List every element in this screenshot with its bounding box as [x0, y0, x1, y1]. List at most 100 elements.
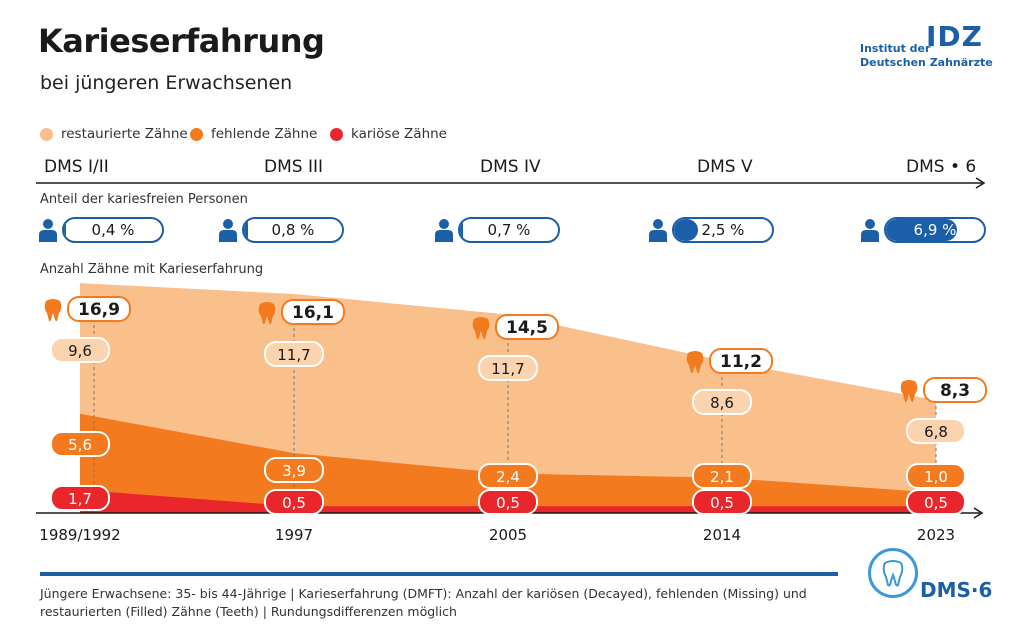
tooth-icon: [472, 317, 490, 340]
tooth-logo-icon: [868, 548, 918, 598]
value-pill-decayed: [264, 489, 324, 515]
value-label-decayed: 0,5: [924, 494, 948, 512]
value-pill-decayed: [50, 485, 110, 511]
value-label-missing: 2,1: [710, 468, 734, 486]
legend-item-restored: restaurierte Zähne: [40, 126, 188, 142]
legend-item-decayed: kariöse Zähne: [330, 126, 447, 142]
total-value-label: 8,3: [940, 381, 970, 401]
value-label-restored: 8,6: [710, 394, 734, 412]
value-label-missing: 2,4: [496, 468, 520, 486]
tooth-icon: [258, 302, 276, 325]
legend-label-decayed: kariöse Zähne: [351, 126, 447, 142]
value-label-restored: 11,7: [491, 360, 524, 378]
tooth-icon: [900, 380, 918, 403]
cariesfree-item-5: 6,9 %: [860, 217, 986, 243]
tooth-icon: [44, 299, 62, 322]
cariesfree-value: 6,9 %: [913, 221, 957, 239]
legend-item-missing: fehlende Zähne: [190, 126, 317, 142]
cariesfree-value: 2,5 %: [701, 221, 745, 239]
study-label-5: DMS • 6: [906, 157, 977, 177]
caries-area-chart: 16,9 16,1 14,5 11,2 8,3 9,6 11,7 11,7 8,6 6,8 5,6 3…: [36, 283, 987, 544]
legend-dot-restored: [40, 127, 53, 141]
value-label-missing: 5,6: [68, 436, 92, 454]
x-tick-label: 2023: [917, 526, 955, 544]
person-icon: [39, 219, 57, 242]
legend-label-missing: fehlende Zähne: [211, 126, 318, 142]
value-label-restored: 6,8: [924, 423, 948, 441]
x-tick-label: 2005: [489, 526, 527, 544]
page-subtitle: bei jüngeren Erwachsenen: [40, 72, 293, 94]
value-pill-missing: [264, 457, 324, 483]
page-title: Karieserfahrung: [38, 22, 325, 60]
value-label-decayed: 1,7: [68, 490, 92, 508]
person-icon: [649, 219, 667, 242]
person-icon: [219, 219, 237, 242]
cariesfree-item-4: 2,5 %: [648, 217, 774, 243]
total-pill: [495, 314, 559, 340]
person-icon: [861, 219, 879, 242]
cariesfree-value: 0,7 %: [487, 221, 531, 239]
study-label-2: DMS III: [264, 157, 323, 177]
tooth-icon: [686, 351, 704, 374]
value-label-missing: 1,0: [924, 468, 948, 486]
total-value-label: 16,9: [78, 300, 120, 320]
value-pill-restored: [906, 418, 966, 444]
total-pill: [281, 299, 345, 325]
study-timeline-arrow: [36, 177, 986, 189]
total-value-label: 11,2: [720, 352, 762, 372]
x-tick-label: 1989/1992: [39, 526, 120, 544]
teeth-section-label: Anzahl Zähne mit Karieserfahrung: [40, 262, 264, 277]
cariesfree-pill: 0,7 %: [458, 217, 560, 243]
value-pill-restored: [692, 389, 752, 415]
cariesfree-item-2: 0,8 %: [218, 217, 344, 243]
value-pill-decayed: [692, 489, 752, 515]
legend-label-restored: restaurierte Zähne: [61, 126, 188, 142]
value-pill-restored: [50, 337, 110, 363]
value-label-missing: 3,9: [282, 462, 306, 480]
person-icon: [435, 219, 453, 242]
legend-dot-decayed: [330, 127, 343, 141]
value-pill-missing: [50, 431, 110, 457]
study-label-3: DMS IV: [480, 157, 541, 177]
footer-note: Jüngere Erwachsene: 35- bis 44-Jährige |…: [40, 586, 807, 619]
value-pill-decayed: [478, 489, 538, 515]
total-value-label: 16,1: [292, 303, 334, 323]
value-pill-restored: [478, 355, 538, 381]
cariesfree-pill: 6,9 %: [884, 217, 986, 243]
x-axis-arrow: [973, 507, 984, 519]
value-label-decayed: 0,5: [710, 494, 734, 512]
cariesfree-pill: 2,5 %: [672, 217, 774, 243]
study-label-4: DMS V: [697, 157, 753, 177]
x-tick-label: 1997: [275, 526, 313, 544]
dms6-logo-text: DMS·6: [920, 578, 993, 602]
total-pill: [709, 348, 773, 374]
footer-rule: [40, 572, 838, 576]
cariesfree-item-3: 0,7 %: [434, 217, 560, 243]
total-value-label: 14,5: [506, 318, 548, 338]
x-tick-label: 2014: [703, 526, 741, 544]
cariesfree-pill: 0,4 %: [62, 217, 164, 243]
cariesfree-pill: 0,8 %: [242, 217, 344, 243]
cariesfree-value: 0,8 %: [271, 221, 315, 239]
value-label-restored: 9,6: [68, 342, 92, 360]
value-label-restored: 11,7: [277, 346, 310, 364]
value-pill-missing: [478, 463, 538, 489]
total-pill: [923, 377, 987, 403]
idz-logo-mark: IDZ: [926, 20, 983, 53]
value-pill-missing: [906, 463, 966, 489]
value-pill-restored: [264, 341, 324, 367]
value-pill-missing: [692, 463, 752, 489]
cariesfree-item-1: 0,4 %: [38, 217, 164, 243]
logo-line-2: Deutschen Zahnärzte: [860, 56, 993, 69]
cariesfree-value: 0,4 %: [91, 221, 135, 239]
total-pill: [67, 296, 131, 322]
value-label-decayed: 0,5: [496, 494, 520, 512]
logo-line-1: Institut der: [860, 42, 931, 55]
value-pill-decayed: [906, 489, 966, 515]
cariesfree-section-label: Anteil der kariesfreien Personen: [40, 192, 248, 207]
idz-logo: IDZ: [926, 20, 983, 53]
idz-logo-text: Institut der Deutschen Zahnärzte: [860, 42, 993, 70]
study-label-1: DMS I/II: [44, 157, 109, 177]
legend-dot-missing: [190, 127, 203, 141]
value-label-decayed: 0,5: [282, 494, 306, 512]
